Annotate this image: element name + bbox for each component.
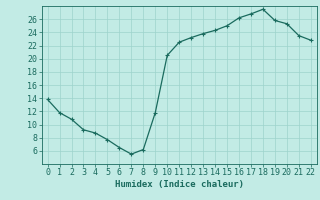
X-axis label: Humidex (Indice chaleur): Humidex (Indice chaleur)	[115, 180, 244, 189]
